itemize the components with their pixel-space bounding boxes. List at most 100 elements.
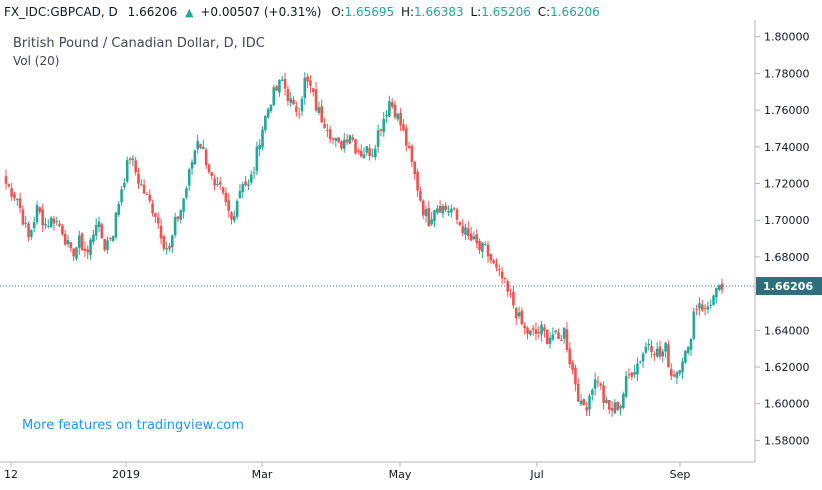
candle-down [582, 399, 586, 406]
candle-down [38, 207, 42, 212]
price-tick-label: 1.76000 [764, 104, 810, 117]
candle-down [145, 194, 149, 196]
candle-down [500, 271, 504, 279]
candle-up [249, 174, 253, 183]
candle-up [435, 208, 439, 213]
candle-down [218, 181, 222, 185]
candle-up [362, 154, 366, 159]
candle-down [489, 253, 493, 261]
candle-up [280, 79, 284, 81]
candle-down [466, 228, 470, 237]
promo-link[interactable]: More features on tradingview.com [22, 418, 244, 433]
candle-up [317, 107, 321, 113]
candle-down [667, 344, 670, 368]
candle-up [636, 363, 639, 375]
candle-up [717, 285, 721, 290]
candle-up [684, 350, 687, 363]
candle-down [275, 86, 278, 91]
candle-up [548, 337, 552, 344]
candle-up [619, 406, 622, 409]
candle-down [452, 208, 456, 210]
candle-down [359, 150, 363, 157]
candle-up [258, 144, 262, 150]
candle-up [388, 101, 391, 117]
candle-up [303, 77, 307, 99]
candle-down [306, 76, 309, 82]
candle-up [709, 304, 713, 306]
candle-down [523, 325, 526, 329]
candle-up [554, 330, 557, 333]
candle-down [295, 106, 298, 112]
candle-down [404, 128, 408, 146]
candle-up [182, 198, 185, 212]
candle-down [610, 407, 614, 411]
candle-up [120, 189, 123, 203]
candle-up [441, 205, 445, 214]
candle-down [354, 139, 357, 154]
candle-down [514, 307, 518, 319]
candle-up [622, 393, 625, 408]
candle-down [393, 104, 397, 118]
candle-down [461, 226, 464, 234]
candle-up [464, 227, 467, 235]
candle-up [675, 372, 679, 378]
candle-down [86, 249, 90, 253]
candle-down [128, 158, 132, 160]
candle-down [531, 328, 535, 330]
candle-down [61, 226, 64, 235]
price-change: +0.00507 (+0.31%) [200, 5, 322, 19]
price-tick-label: 1.58000 [764, 434, 810, 447]
candle-down [230, 212, 233, 220]
candle-up [300, 98, 304, 112]
candle-up [342, 139, 346, 149]
candle-down [492, 260, 495, 264]
candle-up [179, 210, 183, 220]
price-tick-label: 1.74000 [764, 141, 810, 154]
candle-down [162, 236, 166, 249]
candle-up [396, 113, 400, 120]
candle-down [658, 346, 662, 357]
candle-down [565, 329, 569, 350]
candle-down [410, 145, 414, 162]
candle-up [94, 225, 98, 236]
candle-down [52, 218, 56, 224]
candle-down [156, 217, 160, 224]
candle-down [345, 139, 349, 143]
candle-up [588, 396, 591, 410]
candle-up [562, 327, 566, 339]
candle-down [571, 362, 574, 371]
candle-up [661, 351, 665, 357]
candle-up [472, 236, 476, 240]
candle-up [641, 353, 645, 362]
candle-up [46, 225, 50, 227]
candle-down [337, 137, 340, 142]
time-axis: 12 2019 Mar May Jul Sep [4, 462, 690, 481]
candle-down [21, 209, 25, 225]
open-label: O: [331, 5, 345, 19]
candle-down [560, 339, 563, 341]
candle-down [568, 348, 572, 365]
candle-up [373, 148, 377, 158]
candle-up [689, 339, 693, 350]
symbol-name[interactable]: FX_IDC:GBPCAD, D [4, 5, 118, 19]
time-tick-label: Jul [529, 468, 543, 481]
candle-down [286, 89, 290, 101]
candle-up [613, 402, 617, 414]
price-tick-label: 1.80000 [764, 31, 810, 44]
candle-up [706, 306, 710, 310]
candle-down [379, 129, 383, 131]
candle-down [545, 329, 549, 345]
candle-down [137, 173, 140, 184]
candle-down [108, 237, 112, 239]
candle-up [66, 240, 70, 245]
candle-down [630, 372, 634, 377]
candle-up [216, 183, 219, 185]
candle-down [427, 207, 431, 227]
candle-down [311, 88, 315, 92]
candle-down [328, 129, 332, 140]
candle-up [715, 287, 718, 298]
time-tick-label: Sep [670, 468, 691, 481]
candle-down [204, 149, 208, 166]
candle-down [703, 307, 707, 309]
